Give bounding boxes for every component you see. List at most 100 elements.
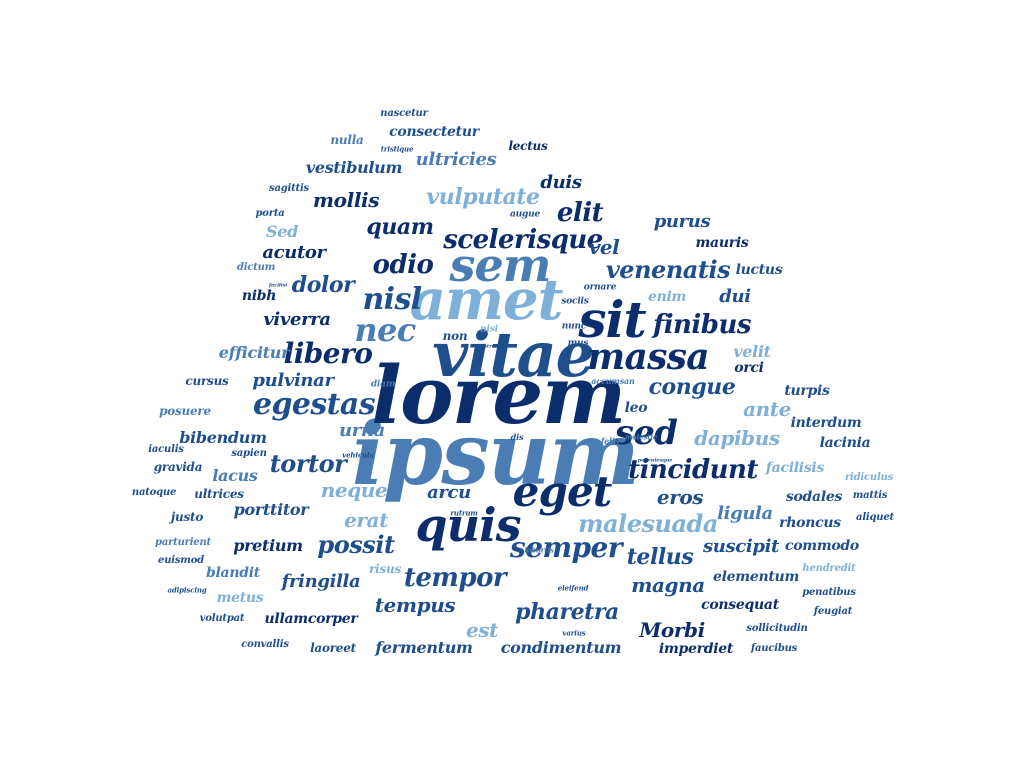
word-natoque: natoque	[131, 487, 177, 498]
word-suscipit: suscipit	[702, 536, 780, 557]
word-acutor: acutor	[262, 242, 326, 263]
word-duis: duis	[540, 172, 582, 193]
word-orci: orci	[734, 360, 764, 376]
word-vestibulum: vestibulum	[305, 158, 403, 177]
word-nisl: nisl	[362, 282, 422, 317]
word-consectetur: consectetur	[389, 124, 479, 140]
word-iaculis: iaculis	[148, 444, 184, 455]
word-lectus: lectus	[508, 139, 548, 153]
word-eros: eros	[656, 485, 704, 509]
word-velit: velit	[733, 342, 771, 361]
word-tincidunt: tincidunt	[628, 455, 758, 485]
word-nascetur: nascetur	[380, 108, 428, 119]
word-porttitor: porttitor	[233, 500, 309, 519]
word-efficitur: efficitur	[218, 343, 290, 362]
word-nisi: nisi	[480, 324, 498, 335]
word-non: non	[442, 329, 468, 343]
word-risus: risus	[369, 562, 401, 576]
word-blandit: blandit	[206, 565, 260, 581]
word-pharetra: pharetra	[515, 599, 619, 625]
word-cursus: cursus	[185, 374, 229, 388]
word-fringilla: fringilla	[281, 571, 361, 592]
word-rhoncus: rhoncus	[779, 515, 841, 531]
word-finibus: finibus	[653, 310, 751, 340]
word-pretium: pretium	[233, 536, 303, 555]
word-mollis: mollis	[312, 188, 380, 212]
word-laoreet: laoreet	[310, 641, 356, 655]
word-tellus: tellus	[626, 544, 694, 570]
word-mattis: mattis	[852, 490, 888, 501]
word-varius: varius	[562, 628, 586, 638]
word-sollicitudin: sollicitudin	[746, 623, 808, 634]
word-sodales: sodales	[785, 489, 843, 505]
word-purus: purus	[653, 211, 711, 232]
word-posuere: posuere	[159, 404, 211, 418]
word-euismod: euismod	[158, 555, 204, 566]
word-vel: vel	[588, 235, 620, 259]
word-congue: congue	[648, 374, 736, 400]
word-feugiat: feugiat	[813, 606, 853, 617]
word-metus: metus	[216, 590, 264, 606]
word-dui: dui	[719, 286, 751, 307]
word-vulputate: vulputate	[426, 184, 540, 210]
word-erat: erat	[344, 508, 388, 532]
word-lacus: lacus	[212, 466, 258, 485]
word-egestas: egestas	[252, 387, 376, 422]
word-vitae: vitae	[432, 318, 595, 391]
word-scelerisque: scelerisque	[443, 225, 603, 255]
word-sem: sem	[449, 238, 551, 292]
word-elementum: elementum	[713, 569, 799, 585]
word-nunc: nunc	[561, 321, 587, 332]
word-adipiscing: adipiscing	[167, 585, 207, 595]
word-Morbi: Morbi	[639, 618, 705, 642]
word-sagittis: sagittis	[269, 183, 309, 194]
word-possit: possit	[317, 530, 395, 559]
word-malesuada: malesuada	[578, 509, 718, 538]
word-est: est	[465, 618, 499, 642]
word-venenatis: venenatis	[605, 255, 731, 284]
word-mus: mus	[567, 338, 589, 349]
word-ante: ante	[743, 397, 791, 421]
word-ullamcorper: ullamcorper	[264, 611, 358, 627]
word-justo: justo	[170, 510, 204, 524]
word-eget: eget	[512, 467, 613, 516]
word-ipsum: ipsum	[351, 404, 640, 505]
word-enim: enim	[647, 289, 687, 305]
word-pellentesque: pellentesque	[637, 457, 673, 464]
word-fermentum: fermentum	[375, 638, 473, 657]
word-pulvinar: pulvinar	[252, 370, 334, 391]
word-massa: massa	[587, 336, 709, 378]
word-tempus: tempus	[374, 593, 456, 617]
word-sapien: sapien	[231, 448, 267, 459]
word-consequat: consequat	[701, 597, 779, 613]
word-augue: augue	[509, 209, 541, 220]
word-convallis: convallis	[241, 639, 289, 650]
word-amet: amet	[409, 267, 564, 333]
word-leo: leo	[624, 400, 648, 416]
word-ultrices: ultrices	[194, 487, 244, 501]
word-condimentum: condimentum	[500, 638, 622, 657]
word-molestie: molestie	[624, 432, 658, 442]
word-hendredit: hendredit	[802, 563, 856, 574]
word-lobortis: lobortis	[524, 545, 554, 555]
word-tortor: tortor	[269, 449, 347, 478]
word-dictum: dictum	[236, 262, 276, 273]
word-gravida: gravida	[153, 460, 203, 474]
word-turpis: turpis	[784, 383, 830, 399]
word-eleifend: eleifend	[557, 583, 589, 593]
word-urna: urna	[339, 420, 385, 441]
word-nibh: nibh	[241, 288, 277, 304]
word-facilisi: facilisi	[268, 282, 288, 289]
word-volutpat: volutpat	[199, 613, 245, 624]
word-porta: porta	[255, 208, 285, 219]
word-nostrud: nostrud	[477, 343, 499, 350]
word-ridiculus: ridiculus	[844, 472, 894, 483]
word-odio: odio	[372, 250, 434, 280]
word-dis: dis	[510, 432, 524, 442]
word-mauris: mauris	[695, 235, 749, 251]
word-viverra: viverra	[263, 309, 331, 330]
word-magna: magna	[631, 573, 705, 597]
word-ultricies: ultricies	[415, 149, 497, 170]
word-lorem: lorem	[371, 348, 626, 442]
